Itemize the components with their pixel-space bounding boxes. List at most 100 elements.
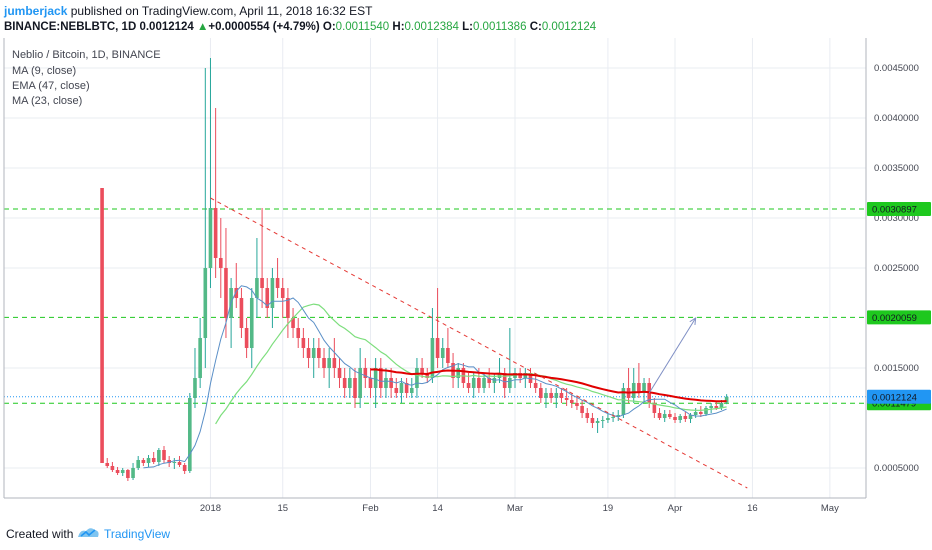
price-axis[interactable]: 0.0005000 0.0015000 0.0025000 0.0030000 0.00…: [867, 63, 931, 474]
candle-body: [337, 368, 342, 378]
candle-body: [203, 268, 208, 338]
legend-ma9[interactable]: MA (9, close): [12, 65, 76, 77]
candle-body: [244, 328, 249, 348]
x-tick-label: 16: [747, 503, 758, 514]
candle-body: [688, 415, 693, 419]
candle-body: [218, 258, 223, 268]
candle-body: [415, 368, 419, 388]
price-tag-label: 0.0011479: [872, 399, 916, 410]
candle-body: [518, 373, 522, 378]
candle-body: [213, 208, 218, 258]
ma9-line: [143, 285, 727, 469]
candle-body: [642, 383, 646, 393]
candle-body: [590, 418, 595, 423]
candle-body: [255, 278, 259, 298]
last-price: 0.0012124: [139, 21, 194, 33]
candle-body: [260, 278, 264, 288]
low-label: L:: [462, 21, 473, 33]
candle-body: [177, 462, 182, 465]
close-label: C:: [529, 21, 542, 33]
chart-frame: [3, 38, 867, 499]
drawings: [210, 197, 748, 489]
high-value: 0.0012384: [404, 21, 459, 33]
candle-body: [508, 378, 512, 388]
candle-body: [182, 465, 187, 471]
candle-body: [162, 450, 166, 460]
candle-body: [306, 348, 311, 358]
x-tick-label: 19: [603, 503, 614, 514]
candle-body: [286, 298, 290, 318]
candle-body: [549, 393, 553, 398]
candle-body: [115, 470, 120, 473]
candle-body: [280, 288, 285, 298]
created-with-label: Created with: [6, 527, 74, 541]
candle-body: [157, 450, 161, 462]
candle-body: [714, 406, 719, 408]
candle-body: [151, 458, 156, 462]
candle-body: [580, 406, 584, 413]
candle-body: [657, 413, 662, 418]
publish-line: jumberjack published on TradingView.com,…: [4, 4, 372, 18]
tradingview-logo-icon[interactable]: [76, 525, 100, 541]
time-axis[interactable]: 2018 15 Feb 14 Mar 19 Apr 16 May: [200, 503, 839, 514]
candle-body: [249, 298, 254, 348]
symbol-label: BINANCE:NEBLBTC, 1D: [4, 21, 137, 33]
candle-body: [378, 368, 383, 388]
candle-body: [683, 416, 688, 419]
candle-body: [466, 383, 471, 388]
candle-body: [616, 415, 621, 417]
author-link[interactable]: jumberjack: [4, 4, 68, 18]
candle-body: [265, 288, 270, 308]
ohlc-line: BINANCE:NEBLBTC, 1D 0.0012124 ▲+0.000055…: [4, 21, 596, 33]
candle-body: [198, 338, 202, 378]
x-tick-label: Feb: [362, 503, 378, 514]
footer: Created with TradingView: [0, 518, 932, 550]
price-tag-label: 0.0020059: [872, 313, 917, 324]
candle-body: [100, 188, 104, 463]
y-tick-label: 0.0005000: [874, 463, 919, 474]
high-label: H:: [392, 21, 405, 33]
y-tick-label: 0.0045000: [874, 63, 919, 74]
y-tick-label: 0.0035000: [874, 163, 919, 174]
low-value: 0.0011386: [472, 21, 527, 33]
arrow-head-icon: [689, 317, 697, 326]
price-tag: [867, 310, 931, 325]
candle-body: [482, 378, 486, 388]
candle-body: [188, 398, 192, 471]
candle-body: [554, 393, 559, 398]
y-tick-label: 0.0025000: [874, 263, 919, 274]
y-tick-label: 0.0030000: [874, 213, 919, 224]
x-tick-label: May: [821, 503, 839, 514]
x-tick-label: 14: [432, 503, 443, 514]
candle-body: [322, 358, 326, 368]
candle-body: [673, 417, 677, 420]
chart-grid: [4, 38, 866, 498]
tradingview-link[interactable]: TradingView: [104, 527, 171, 541]
ema47-line: [370, 368, 727, 403]
candle-body: [270, 278, 275, 308]
candle-body: [528, 373, 533, 383]
candle-body: [704, 408, 708, 414]
legend-ema47[interactable]: EMA (47, close): [12, 80, 90, 92]
price-chart[interactable]: 0.0005000 0.0015000 0.0025000 0.0030000 0.00…: [0, 38, 932, 518]
candle-body: [668, 414, 672, 417]
candle-body: [317, 348, 321, 358]
legend-title: Neblio / Bitcoin, 1D, BINANCE: [12, 49, 161, 61]
candle-body: [301, 338, 306, 348]
x-tick-label: 15: [277, 503, 288, 514]
legend-ma23[interactable]: MA (23, close): [12, 95, 82, 107]
candle-body: [678, 416, 682, 420]
price-lines: [4, 208, 866, 404]
candle-body: [621, 388, 626, 415]
price-tag: [867, 389, 931, 404]
candle-body: [136, 460, 141, 468]
open-value: 0.0011540: [335, 21, 390, 33]
candle-body: [600, 420, 605, 421]
candle-body: [120, 470, 125, 473]
y-tick-label: 0.0015000: [874, 363, 919, 374]
candle-body: [446, 348, 450, 363]
candle-body: [564, 398, 569, 400]
candle-body: [373, 368, 378, 388]
open-label: O:: [322, 21, 336, 33]
candle-body: [327, 358, 331, 368]
